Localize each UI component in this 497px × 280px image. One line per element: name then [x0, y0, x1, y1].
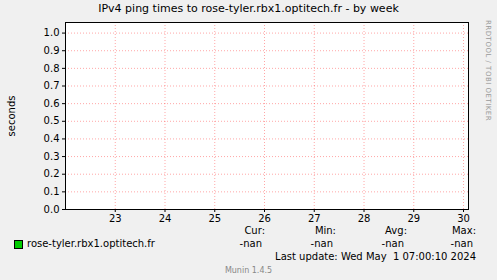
html-text:Avg:: Avg:: [385, 225, 407, 236]
html-text:-nan: -nan: [381, 238, 404, 249]
svg-text:0.2: 0.2: [44, 168, 60, 179]
html-text:IPv4 ping times to rose-tyler.: IPv4 ping times to rose-tyler.rbx1.optit…: [98, 2, 399, 15]
html-text:Munin 1.4.5: Munin 1.4.5: [224, 266, 273, 275]
html-text:rose-tyler.rbx1.optitech.fr: rose-tyler.rbx1.optitech.fr: [27, 238, 155, 249]
svg-text:24: 24: [159, 213, 172, 224]
svg-text:0.5: 0.5: [44, 115, 60, 126]
svg-text:30: 30: [457, 213, 470, 224]
svg-text:0.1: 0.1: [44, 186, 60, 197]
svg-text:0.3: 0.3: [44, 151, 60, 162]
svg-text:0.7: 0.7: [44, 80, 60, 91]
html-text:Min:: Min:: [314, 225, 336, 236]
svg-text:28: 28: [358, 213, 371, 224]
svg-text:seconds: seconds: [6, 96, 17, 137]
svg-text:0.6: 0.6: [44, 98, 60, 109]
svg-text:0.9: 0.9: [44, 45, 60, 56]
svg-text:0.0: 0.0: [44, 204, 60, 215]
html-text:-nan: -nan: [450, 238, 473, 249]
svg-text:29: 29: [407, 213, 420, 224]
svg-text:25: 25: [208, 213, 221, 224]
html-text:Cur:: Cur:: [244, 225, 265, 236]
svg-text:27: 27: [308, 213, 321, 224]
html-text:Max:: Max:: [452, 225, 476, 236]
svg-text:1.0: 1.0: [44, 27, 60, 38]
svg-text:0.4: 0.4: [44, 133, 60, 144]
html-text:-nan: -nan: [239, 238, 262, 249]
svg-text:26: 26: [258, 213, 271, 224]
svg-text:0.8: 0.8: [44, 63, 60, 74]
html-text:Last update: Wed May 1 07:00:1: Last update: Wed May 1 07:00:10 2024: [275, 251, 476, 262]
html-text:-nan: -nan: [310, 238, 333, 249]
svg-text:23: 23: [109, 213, 122, 224]
html-text:RRDTOOL / TOBI OETIKER: RRDTOOL / TOBI OETIKER: [484, 20, 492, 122]
